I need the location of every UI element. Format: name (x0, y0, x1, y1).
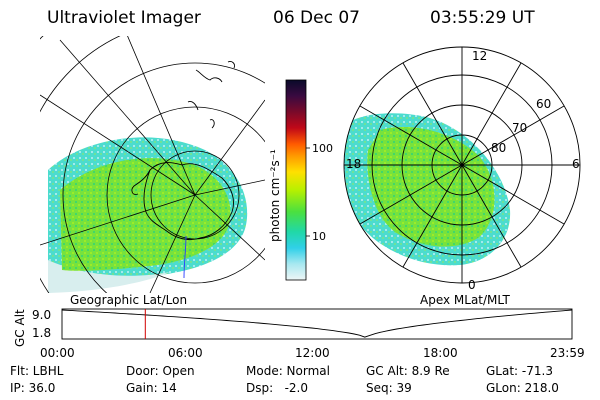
alt-ylabel: GC Alt (13, 309, 27, 347)
image-date: 06 Dec 07 (273, 8, 360, 28)
mlat-label-80: 80 (491, 141, 506, 155)
mlt-label-6: 6 (572, 157, 580, 171)
info-glat: GLat: -71.3 (486, 364, 553, 378)
mag-aurora-core (367, 127, 495, 247)
colorbar: 100 10 photon cm⁻²s⁻¹ (268, 79, 333, 281)
info-filter: Flt: LBHL (10, 364, 64, 378)
mlt-label-18: 18 (346, 157, 361, 171)
colorbar-unit: photon cm⁻²s⁻¹ (268, 149, 282, 242)
mlat-mlt-map: 12 18 6 0 60 70 80 (343, 46, 581, 292)
alt-xtick-0000: 00:00 (40, 346, 75, 360)
info-dsp: Dsp: -2.0 (246, 381, 309, 395)
mlt-label-12: 12 (472, 49, 487, 63)
info-mode: Mode: Normal (246, 364, 330, 378)
mag-caption: Apex MLat/MLT (420, 293, 510, 307)
mlat-label-60: 60 (536, 97, 551, 111)
alt-ytick-low: 1.8 (32, 326, 51, 340)
info-door: Door: Open (126, 364, 195, 378)
instrument-title: Ultraviolet Imager (47, 8, 201, 28)
info-seq: Seq: 39 (366, 381, 412, 395)
colorbar-tick-10: 10 (312, 230, 326, 243)
mlt-label-0: 0 (468, 278, 476, 292)
alt-xtick-1800: 18:00 (423, 346, 458, 360)
altitude-plot: GC Alt 9.0 1.8 00:00 06:00 12:00 18:00 2… (13, 308, 585, 360)
mlat-label-70: 70 (512, 121, 527, 135)
image-time: 03:55:29 UT (430, 8, 535, 28)
info-gc-alt: GC Alt: 8.9 Re (366, 364, 450, 378)
geo-caption: Geographic Lat/Lon (70, 293, 187, 307)
altitude-curve (61, 309, 573, 338)
alt-xtick-0600: 06:00 (168, 346, 203, 360)
info-glon: GLon: 218.0 (486, 381, 559, 395)
aurora-haze (48, 260, 170, 293)
dayside-boundary (183, 235, 187, 279)
geographic-map (40, 36, 265, 293)
info-gain: Gain: 14 (126, 381, 177, 395)
alt-xtick-2359: 23:59 (550, 346, 585, 360)
alt-xtick-1200: 12:00 (295, 346, 330, 360)
info-ip: IP: 36.0 (10, 381, 56, 395)
alt-ytick-high: 9.0 (32, 308, 51, 322)
colorbar-tick-100: 100 (312, 142, 333, 155)
